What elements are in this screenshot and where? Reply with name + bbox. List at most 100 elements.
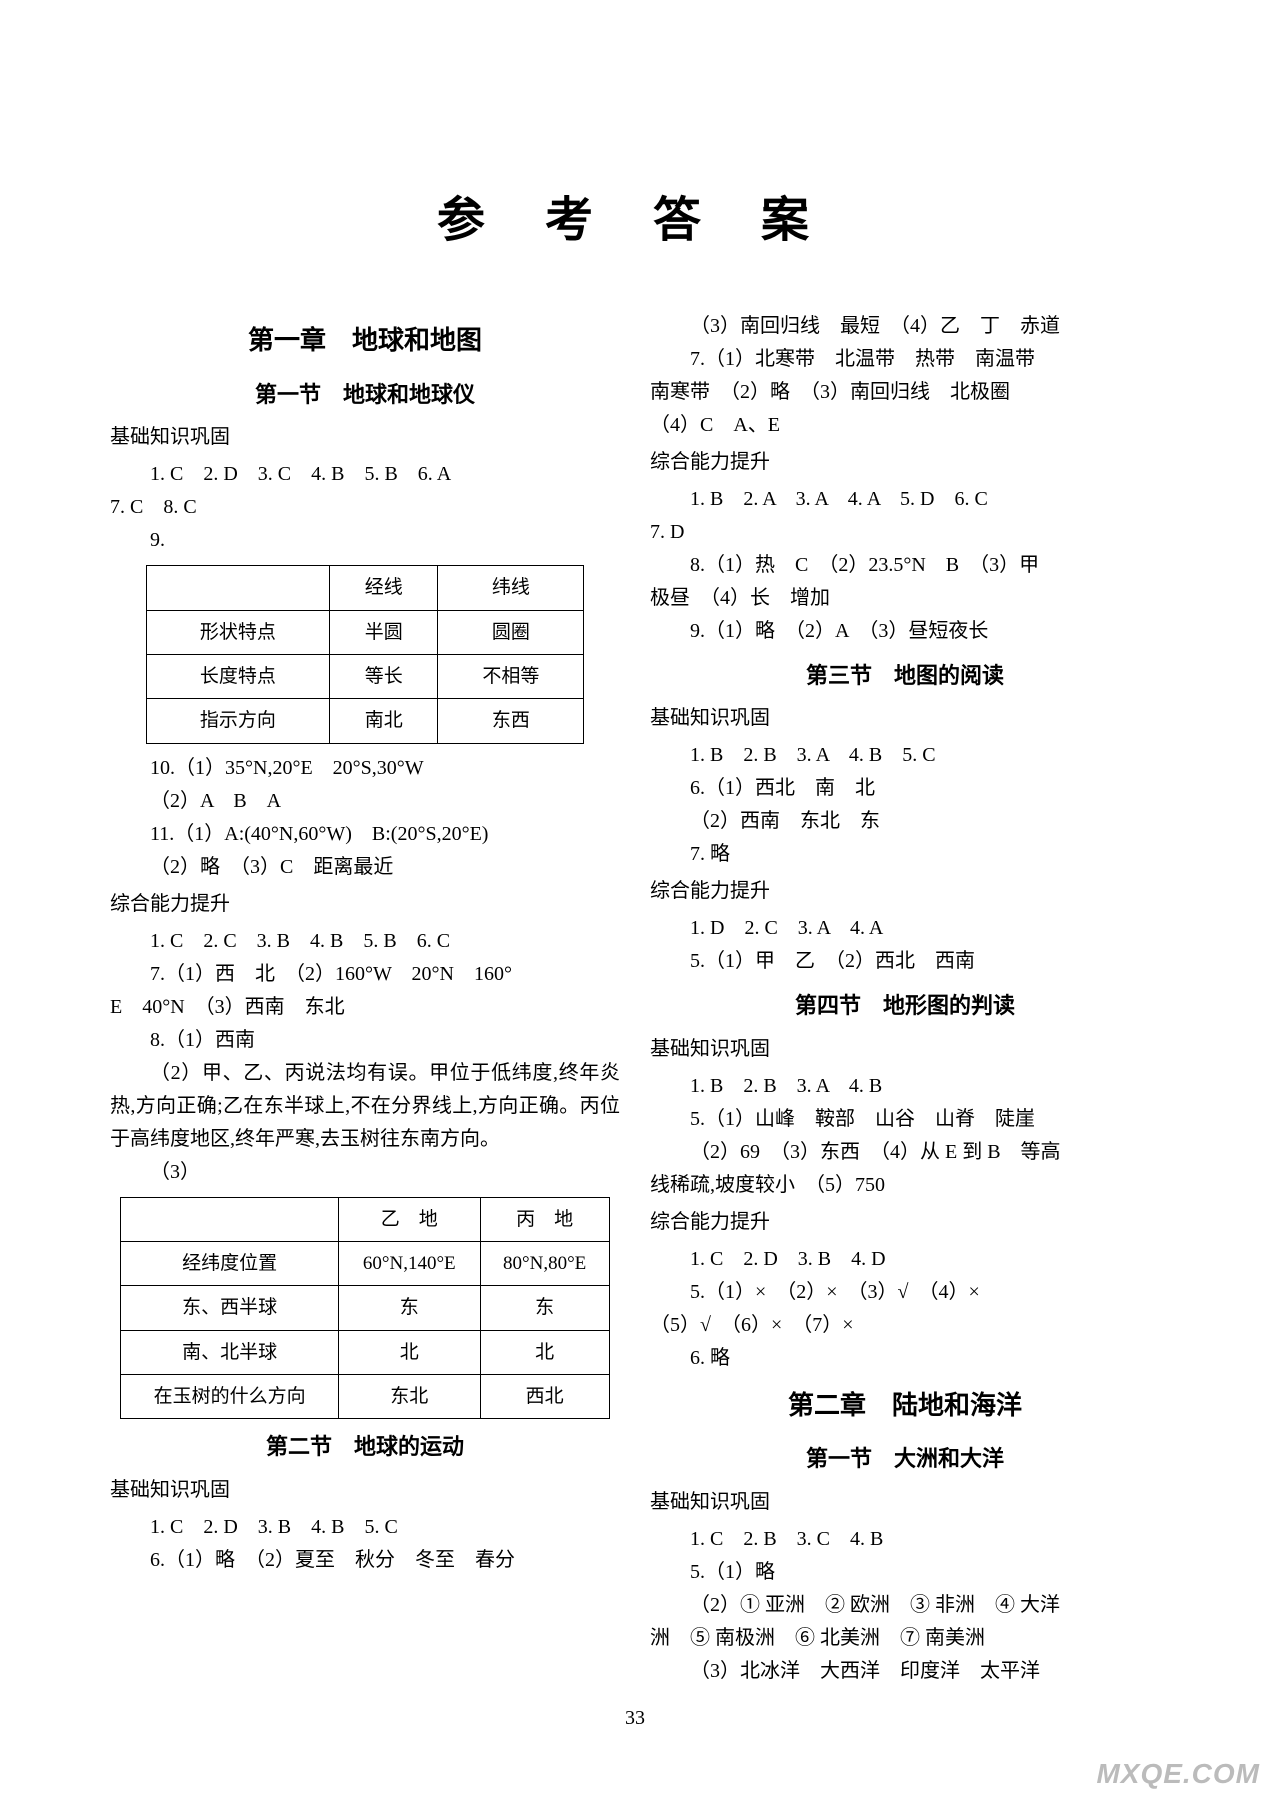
table-cell: 纬线 xyxy=(438,566,584,610)
table-cell: 指示方向 xyxy=(146,699,329,743)
table-cell: 半圆 xyxy=(330,610,438,654)
answer-line: 1. C 2. D 3. B 4. B 5. C xyxy=(110,1511,620,1544)
answer-line: 7.（1）西 北 （2）160°W 20°N 160° xyxy=(110,958,620,991)
answer-line: 1. D 2. C 3. A 4. A xyxy=(650,912,1160,945)
table-cell: 北 xyxy=(480,1330,609,1374)
main-title: 参 考 答 案 xyxy=(110,180,1160,250)
answer-line: 1. B 2. A 3. A 4. A 5. D 6. C xyxy=(650,483,1160,516)
basic-heading: 基础知识巩固 xyxy=(110,1474,620,1507)
table-cell: 东北 xyxy=(339,1374,480,1418)
table-cell: 不相等 xyxy=(438,654,584,698)
table-row: 经线 纬线 xyxy=(146,566,584,610)
answer-line: 7. 略 xyxy=(650,838,1160,871)
answer-line: 7.（1）北寒带 北温带 热带 南温带 xyxy=(650,343,1160,376)
page-number: 33 xyxy=(0,1707,1270,1730)
table-cell: 经纬度位置 xyxy=(121,1241,339,1285)
chapter-1-title: 第一章 地球和地图 xyxy=(110,320,620,363)
table-row: 长度特点 等长 不相等 xyxy=(146,654,584,698)
table-row: 经纬度位置 60°N,140°E 80°N,80°E xyxy=(121,1241,610,1285)
answer-line: （2）略 （3）C 距离最近 xyxy=(110,851,620,884)
table-cell: 东 xyxy=(339,1286,480,1330)
table-row: 乙 地 丙 地 xyxy=(121,1197,610,1241)
answer-line: 9. xyxy=(110,524,620,557)
table-cell xyxy=(121,1197,339,1241)
answer-line: （2）① 亚洲 ② 欧洲 ③ 非洲 ④ 大洋 xyxy=(650,1589,1160,1622)
answer-line: （3） xyxy=(110,1156,620,1189)
table-cell: 在玉树的什么方向 xyxy=(121,1374,339,1418)
basic-heading: 基础知识巩固 xyxy=(110,421,620,454)
answer-line: 6.（1）西北 南 北 xyxy=(650,772,1160,805)
table-q9: 经线 纬线 形状特点 半圆 圆圈 长度特点 等长 不相等 指示方向 南北 东西 xyxy=(146,565,585,743)
table-cell: 东、西半球 xyxy=(121,1286,339,1330)
answer-line: 1. C 2. B 3. C 4. B xyxy=(650,1523,1160,1556)
comp-heading: 综合能力提升 xyxy=(650,875,1160,908)
table-cell: 东 xyxy=(480,1286,609,1330)
table-cell: 圆圈 xyxy=(438,610,584,654)
answer-line: 极昼 （4）长 增加 xyxy=(650,582,1160,615)
table-cell: 经线 xyxy=(330,566,438,610)
answer-line: 9.（1）略 （2）A （3）昼短夜长 xyxy=(650,615,1160,648)
table-cell: 乙 地 xyxy=(339,1197,480,1241)
table-row: 指示方向 南北 东西 xyxy=(146,699,584,743)
comp-heading: 综合能力提升 xyxy=(110,888,620,921)
answer-line: 6. 略 xyxy=(650,1342,1160,1375)
answer-line: （3）南回归线 最短 （4）乙 丁 赤道 xyxy=(650,310,1160,343)
answer-line: （2）A B A xyxy=(110,785,620,818)
table-row: 形状特点 半圆 圆圈 xyxy=(146,610,584,654)
answer-paragraph: （2）甲、乙、丙说法均有误。甲位于低纬度,终年炎热,方向正确;乙在东半球上,不在… xyxy=(110,1057,620,1156)
answer-line: 8.（1）热 C （2）23.5°N B （3）甲 xyxy=(650,549,1160,582)
section-3-title: 第三节 地图的阅读 xyxy=(650,658,1160,694)
answer-line: 1. C 2. D 3. B 4. D xyxy=(650,1243,1160,1276)
answer-line: 5.（1）× （2）× （3）√ （4）× xyxy=(650,1276,1160,1309)
answer-line: 11.（1）A:(40°N,60°W) B:(20°S,20°E) xyxy=(110,818,620,851)
section-4-title: 第四节 地形图的判读 xyxy=(650,988,1160,1024)
answer-line: 南寒带 （2）略 （3）南回归线 北极圈 xyxy=(650,376,1160,409)
answer-line: （2）69 （3）东西 （4）从 E 到 B 等高 xyxy=(650,1136,1160,1169)
answer-line: 1. C 2. D 3. C 4. B 5. B 6. A xyxy=(110,458,620,491)
content-columns: 第一章 地球和地图 第一节 地球和地球仪 基础知识巩固 1. C 2. D 3.… xyxy=(110,310,1160,1688)
section-5-title: 第一节 大洲和大洋 xyxy=(650,1441,1160,1477)
table-cell: 形状特点 xyxy=(146,610,329,654)
answer-line: 5.（1）甲 乙 （2）西北 西南 xyxy=(650,945,1160,978)
basic-heading: 基础知识巩固 xyxy=(650,702,1160,735)
watermark: MXQE.COM xyxy=(1096,1758,1260,1790)
table-cell: 80°N,80°E xyxy=(480,1241,609,1285)
answer-line: 10.（1）35°N,20°E 20°S,30°W xyxy=(110,752,620,785)
answer-line: （4）C A、E xyxy=(650,409,1160,442)
table-cell: 丙 地 xyxy=(480,1197,609,1241)
basic-heading: 基础知识巩固 xyxy=(650,1486,1160,1519)
table-cell: 南、北半球 xyxy=(121,1330,339,1374)
comp-heading: 综合能力提升 xyxy=(650,1206,1160,1239)
table-cell: 等长 xyxy=(330,654,438,698)
table-cell: 北 xyxy=(339,1330,480,1374)
answer-line: 8.（1）西南 xyxy=(110,1024,620,1057)
comp-heading: 综合能力提升 xyxy=(650,446,1160,479)
table-cell: 东西 xyxy=(438,699,584,743)
left-column: 第一章 地球和地图 第一节 地球和地球仪 基础知识巩固 1. C 2. D 3.… xyxy=(110,310,620,1688)
table-cell: 长度特点 xyxy=(146,654,329,698)
answer-line: 7. C 8. C xyxy=(110,491,620,524)
section-2-title: 第二节 地球的运动 xyxy=(110,1429,620,1465)
table-row: 在玉树的什么方向 东北 西北 xyxy=(121,1374,610,1418)
answer-line: 7. D xyxy=(650,516,1160,549)
section-1-title: 第一节 地球和地球仪 xyxy=(110,377,620,413)
answer-line: （3）北冰洋 大西洋 印度洋 太平洋 xyxy=(650,1655,1160,1688)
answer-line: （5）√ （6）× （7）× xyxy=(650,1309,1160,1342)
basic-heading: 基础知识巩固 xyxy=(650,1033,1160,1066)
table-cell xyxy=(146,566,329,610)
answer-line: 6.（1）略 （2）夏至 秋分 冬至 春分 xyxy=(110,1544,620,1577)
answer-line: 洲 ⑤ 南极洲 ⑥ 北美洲 ⑦ 南美洲 xyxy=(650,1622,1160,1655)
right-column: （3）南回归线 最短 （4）乙 丁 赤道 7.（1）北寒带 北温带 热带 南温带… xyxy=(650,310,1160,1688)
chapter-2-title: 第二章 陆地和海洋 xyxy=(650,1385,1160,1428)
answer-line: 5.（1）山峰 鞍部 山谷 山脊 陡崖 xyxy=(650,1103,1160,1136)
table-row: 东、西半球 东 东 xyxy=(121,1286,610,1330)
table-row: 南、北半球 北 北 xyxy=(121,1330,610,1374)
table-cell: 南北 xyxy=(330,699,438,743)
answer-line: 线稀疏,坡度较小 （5）750 xyxy=(650,1169,1160,1202)
answer-line: E 40°N （3）西南 东北 xyxy=(110,991,620,1024)
answer-line: 5.（1）略 xyxy=(650,1556,1160,1589)
answer-line: 1. C 2. C 3. B 4. B 5. B 6. C xyxy=(110,925,620,958)
table-cell: 60°N,140°E xyxy=(339,1241,480,1285)
answer-line: 1. B 2. B 3. A 4. B xyxy=(650,1070,1160,1103)
table-q8-3: 乙 地 丙 地 经纬度位置 60°N,140°E 80°N,80°E 东、西半球… xyxy=(120,1197,610,1420)
